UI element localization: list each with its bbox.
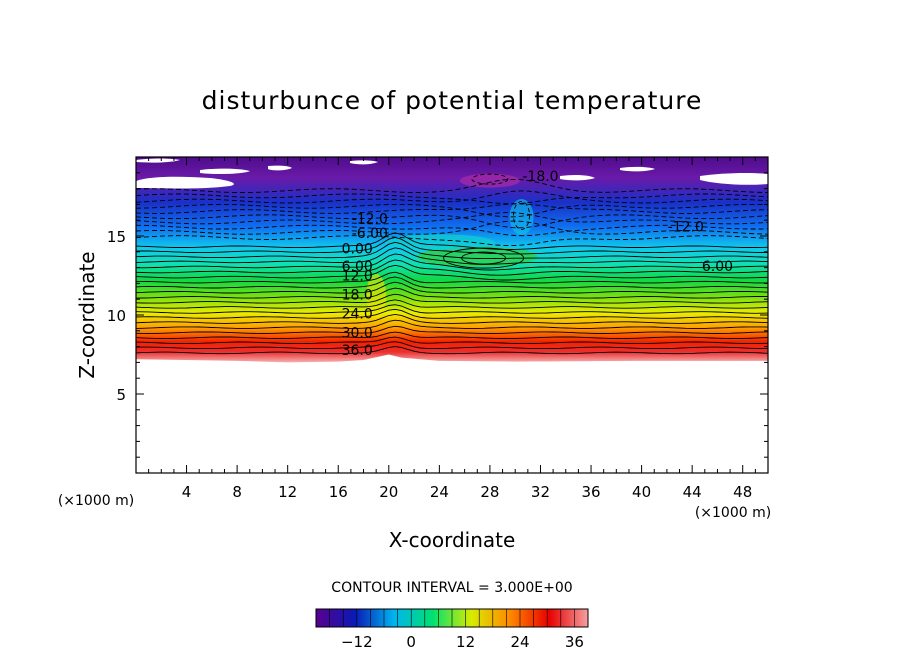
contour-line-positive — [136, 247, 768, 265]
contour-line-positive — [136, 264, 768, 281]
chart-title: disturbunce of potential temperature — [201, 86, 703, 115]
contour-line-positive — [136, 276, 768, 289]
x-tick-label: 12 — [278, 483, 297, 501]
contour-label: 12.0 — [342, 269, 373, 285]
contour-label: 24.0 — [342, 306, 373, 322]
contour-line-negative — [136, 220, 768, 235]
x-tick-label: 32 — [531, 483, 550, 501]
field-hole — [560, 174, 595, 181]
x-axis-unit: (×1000 m) — [695, 505, 771, 521]
contour-line-positive — [136, 331, 768, 339]
contour-loop — [471, 173, 509, 185]
contour-interval-text: CONTOUR INTERVAL = 3.000E+00 — [331, 580, 572, 596]
contour-line-positive — [136, 346, 768, 355]
colorbar-tick-label: −12 — [341, 633, 373, 651]
contour-line-positive — [136, 319, 768, 329]
x-tick-label: 8 — [232, 483, 242, 501]
contour-labels: -18.0-12.0-6.00 -12.00.006.00 6.0012.018.0… — [342, 169, 733, 359]
y-axis-label: Z-coordinate — [75, 251, 99, 378]
contour-line-positive — [136, 336, 768, 345]
field-hole — [620, 166, 655, 172]
contour-field — [136, 157, 768, 363]
contour-label: 30.0 — [342, 325, 373, 341]
contour-loop — [513, 201, 530, 230]
y-axis-unit: (×1000 m) — [58, 493, 134, 509]
contour-line-negative — [136, 190, 768, 204]
contour-line-negative — [136, 203, 768, 218]
x-tick-label: 40 — [632, 483, 651, 501]
contour-line-positive — [136, 259, 768, 276]
y-tick-label: 10 — [107, 307, 126, 325]
y-tick-label: 5 — [116, 386, 126, 404]
x-tick-label: 48 — [733, 483, 752, 501]
contour-line-positive — [136, 299, 768, 309]
x-tick-label: 36 — [581, 483, 600, 501]
colorbar-tick-label: 12 — [456, 633, 475, 651]
x-tick-label: 20 — [379, 483, 398, 501]
contour-line-positive — [136, 287, 768, 299]
field-hole — [200, 168, 250, 175]
contour-line-negative — [136, 178, 768, 193]
x-tick-label: 28 — [480, 483, 499, 501]
contour-line-negative — [136, 193, 768, 205]
y-axis: 5 10 15 — [107, 172, 768, 458]
field-blob — [509, 199, 534, 236]
contour-label: 0.00 — [342, 242, 373, 258]
contour-line-positive — [136, 304, 768, 314]
contour-label: -12.0 — [668, 220, 704, 236]
contour-loop — [443, 247, 525, 269]
contour-label: 18.0 — [342, 287, 373, 303]
y-tick-label: 15 — [107, 228, 126, 246]
colorbar-tick-label: 24 — [510, 633, 529, 651]
contour-line-positive — [136, 281, 768, 294]
contour-line-negative — [136, 212, 768, 225]
x-tick-label: 24 — [430, 483, 449, 501]
contour-line-negative — [136, 235, 768, 247]
contour-label: 6.00 — [702, 259, 733, 275]
contour-line-positive — [136, 253, 768, 271]
contour-line-positive — [136, 232, 768, 250]
field-hole — [136, 158, 180, 163]
contour-label: 36.0 — [342, 343, 373, 359]
field-hole — [700, 172, 768, 185]
contour-line-negative — [136, 203, 768, 214]
contour-line-positive — [136, 341, 768, 350]
colorbar-tick-label: 0 — [406, 633, 416, 651]
contour-label: -12.0 — [352, 212, 388, 228]
contour-label: 6.00 — [342, 259, 373, 275]
field-hole — [350, 160, 378, 165]
x-tick-label: 16 — [329, 483, 348, 501]
contour-line-negative — [136, 224, 768, 237]
contour-line-positive — [136, 308, 768, 319]
contour-label: -18.0 — [522, 169, 558, 185]
field-hole — [268, 165, 292, 171]
contour-line-positive — [136, 293, 768, 304]
contour-lines — [136, 173, 768, 355]
contour-line-positive — [136, 271, 768, 284]
field-hole — [136, 176, 234, 189]
x-axis: 4 8 12 16 20 24 28 32 36 40 44 48 — [148, 157, 756, 501]
x-axis-label: X-coordinate — [389, 528, 516, 552]
contour-line-positive — [136, 325, 768, 334]
x-tick-label: 4 — [182, 483, 192, 501]
contour-line-positive — [136, 313, 768, 324]
colorbar-tick-label: 36 — [565, 633, 584, 651]
colorbar: −12 0 12 24 36 — [315, 608, 589, 651]
contour-label: -6.00 — [352, 226, 388, 242]
field-blob — [459, 173, 520, 188]
contour-loop — [461, 251, 507, 265]
contour-line-negative — [136, 214, 768, 229]
x-tick-label: 44 — [683, 483, 702, 501]
contour-line-positive — [136, 237, 768, 255]
contour-line-positive — [136, 241, 768, 260]
